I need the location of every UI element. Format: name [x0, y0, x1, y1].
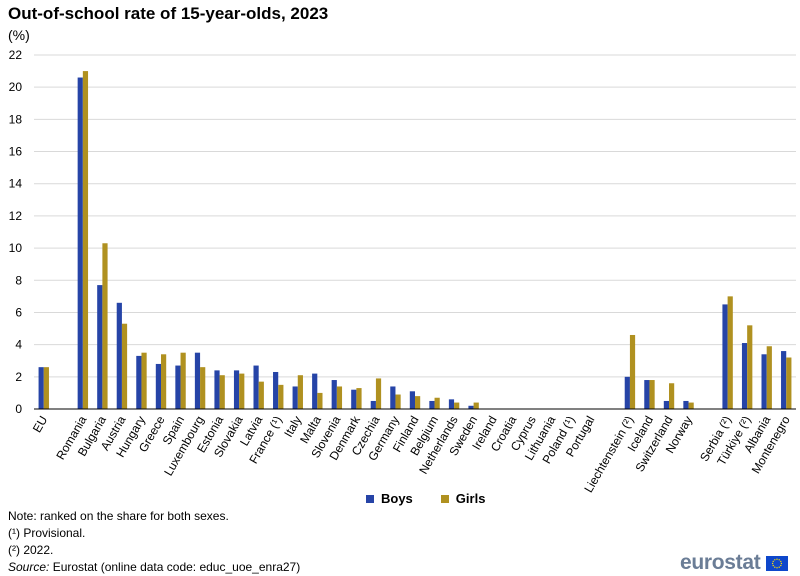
eu-flag-stars: [772, 558, 783, 568]
legend-item-girls[interactable]: Girls: [440, 491, 486, 506]
bar-boys[interactable]: [644, 380, 650, 409]
bar-boys[interactable]: [663, 400, 669, 409]
legend-swatch-boys: [366, 494, 374, 503]
bar-girls[interactable]: [121, 323, 128, 409]
eu-flag-icon: [766, 555, 789, 571]
bar-boys[interactable]: [233, 370, 240, 409]
bar-boys[interactable]: [761, 354, 767, 409]
bar-boys[interactable]: [781, 351, 787, 409]
bar-girls[interactable]: [356, 388, 362, 409]
bar-girls[interactable]: [102, 243, 108, 409]
bar-girls[interactable]: [336, 386, 343, 409]
x-tick-label: EU: [30, 414, 50, 435]
legend-swatch-girls: [440, 494, 449, 503]
source-line: Source: Eurostat (online data code: educ…: [8, 559, 300, 576]
bar-girls[interactable]: [141, 352, 147, 409]
y-tick-label: 4: [15, 338, 22, 352]
source-text: Eurostat (online data code: educ_uoe_enr…: [49, 560, 301, 574]
bar-girls[interactable]: [375, 378, 382, 409]
bar-boys[interactable]: [312, 373, 318, 409]
bar-boys[interactable]: [390, 386, 396, 409]
bar-girls[interactable]: [786, 357, 792, 409]
bar-girls[interactable]: [180, 352, 186, 409]
note-ranking: Note: ranked on the share for both sexes…: [8, 509, 229, 523]
bar-boys[interactable]: [136, 355, 142, 409]
bar-boys[interactable]: [253, 365, 259, 409]
footnote-provisional: (¹) Provisional.: [8, 526, 86, 540]
source-label: Source:: [8, 560, 50, 574]
bar-girls[interactable]: [688, 402, 694, 409]
y-tick-label: 14: [9, 177, 23, 191]
y-tick-label: 2: [15, 370, 22, 384]
bar-boys[interactable]: [97, 285, 103, 409]
bar-girls[interactable]: [161, 354, 167, 409]
bar-girls[interactable]: [82, 71, 89, 409]
bar-boys[interactable]: [273, 371, 279, 409]
bar-girls[interactable]: [395, 394, 401, 409]
bar-boys[interactable]: [448, 399, 455, 409]
bar-girls[interactable]: [317, 392, 323, 409]
logo-text: eurostat: [680, 551, 761, 574]
bar-boys[interactable]: [292, 386, 298, 409]
y-tick-label: 8: [15, 273, 22, 287]
bar-girls[interactable]: [473, 402, 479, 409]
bar-boys[interactable]: [741, 343, 748, 409]
bar-girls[interactable]: [200, 367, 206, 409]
legend-label-boys: Boys: [381, 491, 413, 506]
bar-boys[interactable]: [722, 304, 728, 409]
bar-girls[interactable]: [649, 380, 655, 409]
bar-girls[interactable]: [766, 346, 772, 409]
legend: Boys Girls: [366, 491, 485, 506]
y-tick-label: 12: [9, 209, 23, 223]
chart-title: Out-of-school rate of 15-year-olds, 2023: [8, 4, 329, 23]
y-tick-labels: 0 2 4 6 8 10 12 14 16 18 20 22: [9, 48, 23, 416]
bar-boys[interactable]: [175, 365, 181, 409]
bar-boys[interactable]: [214, 370, 220, 409]
bar-girls[interactable]: [219, 375, 225, 409]
bar-girls[interactable]: [629, 334, 636, 409]
bar-boys[interactable]: [468, 405, 474, 409]
legend-label-girls: Girls: [455, 491, 486, 506]
bar-girls[interactable]: [747, 325, 753, 409]
y-tick-label: 22: [9, 48, 23, 62]
bar-boys[interactable]: [194, 352, 201, 409]
bar-girls[interactable]: [727, 296, 733, 409]
bars: [38, 71, 792, 409]
y-tick-label: 6: [15, 305, 22, 319]
footnote-2022: (²) 2022.: [8, 543, 54, 557]
bar-boys[interactable]: [351, 389, 357, 409]
bar-boys[interactable]: [77, 77, 83, 409]
bar-girls[interactable]: [278, 384, 284, 409]
bar-girls[interactable]: [415, 396, 421, 409]
bar-girls[interactable]: [258, 381, 264, 409]
y-tick-label: 10: [9, 241, 23, 255]
bar-boys[interactable]: [116, 302, 122, 409]
y-tick-label: 0: [15, 402, 22, 416]
bar-girls[interactable]: [297, 375, 303, 409]
bar-boys[interactable]: [429, 400, 435, 409]
bar-boys[interactable]: [370, 400, 376, 409]
footnotes: Note: ranked on the share for both sexes…: [8, 508, 300, 576]
bar-boys[interactable]: [38, 367, 44, 409]
eurostat-logo[interactable]: eurostat: [680, 551, 789, 575]
bar-girls[interactable]: [43, 367, 49, 409]
bar-girls[interactable]: [669, 383, 675, 409]
gridlines: [34, 54, 796, 378]
y-tick-label: 18: [9, 112, 23, 126]
bar-boys[interactable]: [409, 391, 415, 409]
bar-boys[interactable]: [331, 380, 337, 409]
bar-boys[interactable]: [683, 400, 689, 409]
bar-girls[interactable]: [454, 402, 460, 409]
bar-boys[interactable]: [624, 376, 630, 409]
bar-chart: 0 2 4 6 8 10 12 14 16 18 20 22 EU RomaniaBulgariaAus…: [9, 48, 796, 495]
x-tick-labels: EU RomaniaBulgariaAustriaHungaryGreeceSpa…: [30, 413, 793, 495]
bar-girls[interactable]: [239, 373, 245, 409]
y-tick-label: 20: [9, 80, 23, 94]
bar-boys[interactable]: [155, 363, 161, 409]
bar-girls[interactable]: [434, 397, 440, 409]
y-axis-unit: (%): [8, 27, 30, 43]
legend-item-boys[interactable]: Boys: [366, 491, 413, 506]
y-tick-label: 16: [9, 145, 23, 159]
